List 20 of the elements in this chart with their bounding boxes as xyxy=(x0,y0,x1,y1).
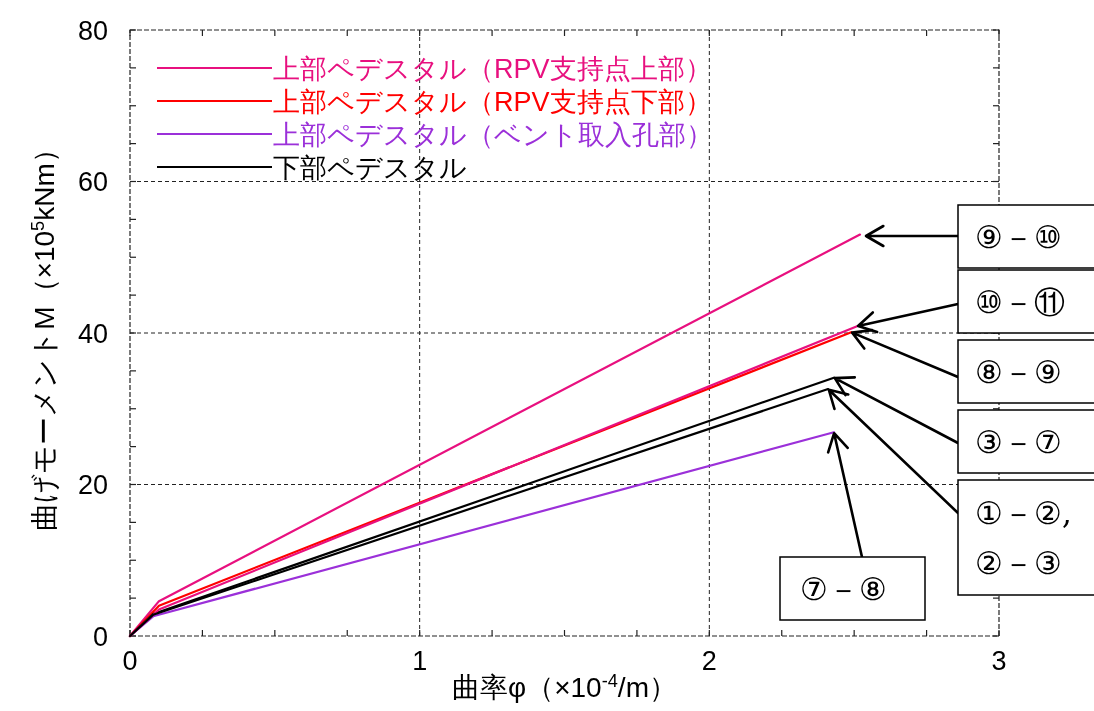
annotation: ⑧－⑨ xyxy=(975,353,1062,390)
annotation: ①－②, ②－③ xyxy=(975,494,1072,581)
x-tick-label: 3 xyxy=(991,646,1007,676)
x-tick-label: 1 xyxy=(412,646,428,676)
annotation: ③－⑦ xyxy=(975,423,1062,460)
legend-label: 上部ペデスタル（RPV支持点下部） xyxy=(273,86,712,117)
y-tick-label: 0 xyxy=(92,621,108,652)
x-tick-label: 2 xyxy=(701,646,717,676)
y-tick-label: 80 xyxy=(77,15,108,46)
annotation: ⑩－⑪ xyxy=(975,283,1065,320)
y-tick-label: 20 xyxy=(77,470,108,501)
x-axis-title: 曲率φ（×10$^{-4}$/m） xyxy=(452,671,677,703)
y-tick-label: 60 xyxy=(77,167,108,198)
y-tick-label: 40 xyxy=(77,318,108,349)
legend-label: 上部ペデスタル（RPV支持点上部） xyxy=(273,53,712,84)
legend-label: 上部ペデスタル（ベント取入孔部） xyxy=(273,119,713,150)
annotation: ⑦－⑧ xyxy=(800,570,887,607)
annotation: ⑨－⑩ xyxy=(975,218,1062,255)
x-tick-label: 0 xyxy=(122,646,138,676)
legend-label: 下部ペデスタル xyxy=(273,152,467,183)
